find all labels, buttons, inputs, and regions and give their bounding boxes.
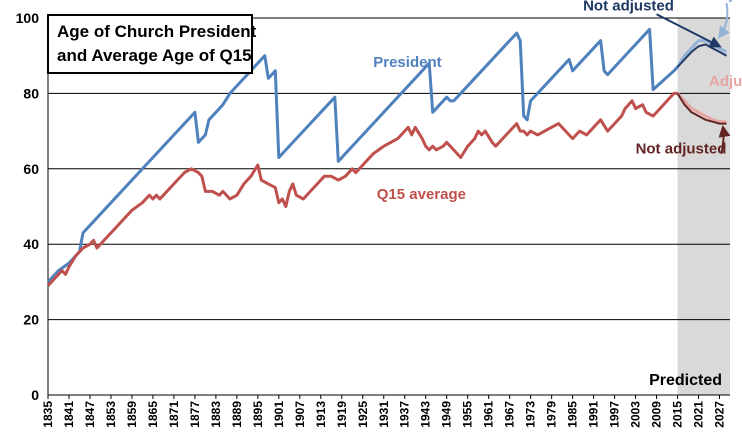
series-line-0 [46, 27, 679, 283]
x-tick-label: 1919 [335, 401, 349, 428]
x-tick-label: 1889 [230, 401, 244, 428]
arrow-president-not-adjusted [656, 13, 722, 48]
x-tick-label: 1985 [566, 401, 580, 428]
x-tick-label: 2003 [629, 401, 643, 428]
x-tick-label: 1961 [482, 401, 496, 428]
x-tick-label: 2027 [713, 401, 727, 428]
x-tick-label: 1901 [272, 401, 286, 428]
annotation-label: Not adjusted [636, 141, 727, 158]
annotation-label: Adjusted [709, 0, 742, 3]
x-tick-label: 2009 [650, 401, 664, 428]
arrow-president-adjusted [718, 2, 730, 39]
chart-title: Age of Church President and Average Age … [47, 14, 257, 74]
annotation-label: Adjusted [709, 73, 742, 90]
x-tick-label: 1955 [461, 401, 475, 428]
x-tick-label: 1853 [104, 401, 118, 428]
x-tick-label: 1835 [41, 401, 55, 428]
series-line-3 [676, 43, 727, 68]
series-line-1 [46, 91, 678, 287]
x-tick-label: 1859 [125, 401, 139, 428]
x-tick-label: 1943 [419, 401, 433, 428]
predicted-label: Predicted [649, 372, 722, 389]
x-tick-label: 1913 [314, 401, 328, 428]
x-tick-label: 1991 [587, 401, 601, 428]
y-tick-label: 100 [16, 10, 40, 26]
x-tick-label: 1865 [146, 401, 160, 428]
x-tick-label: 1949 [440, 401, 454, 428]
y-tick-label: 0 [31, 387, 39, 403]
x-tick-label: 1871 [167, 401, 181, 428]
x-tick-label: 1925 [356, 401, 370, 428]
x-tick-label: 1841 [62, 401, 76, 428]
x-tick-label: 2021 [692, 401, 706, 428]
chart-title-line-1: Age of Church President [57, 22, 257, 41]
predicted-region [677, 18, 730, 395]
x-tick-label: 1973 [524, 401, 538, 428]
x-tick-label: 1979 [545, 401, 559, 428]
x-tick-label: 1931 [377, 401, 391, 428]
x-tick-label: 1877 [188, 401, 202, 428]
x-tick-label: 1895 [251, 401, 265, 428]
y-tick-label: 20 [23, 312, 39, 328]
arrow-q15-not-adjusted [718, 124, 731, 154]
x-tick-label: 1907 [293, 401, 307, 428]
y-tick-label: 80 [23, 85, 39, 101]
chart-title-line-2: and Average Age of Q15 [57, 46, 252, 65]
series-line-5 [676, 92, 727, 125]
x-tick-label: 1847 [83, 401, 97, 428]
x-tick-label: 1883 [209, 401, 223, 428]
x-tick-label: 1967 [503, 401, 517, 428]
y-tick-label: 40 [23, 236, 39, 252]
x-tick-label: 1937 [398, 401, 412, 428]
x-tick-label: 1997 [608, 401, 622, 428]
annotation-label: Q15 average [377, 186, 466, 203]
series-line-2 [676, 39, 728, 68]
series-line-4 [676, 92, 727, 124]
annotation-label: Not adjusted [583, 0, 674, 14]
y-tick-label: 60 [23, 161, 39, 177]
x-tick-label: 2015 [671, 401, 685, 428]
annotation-label: President [373, 54, 441, 71]
